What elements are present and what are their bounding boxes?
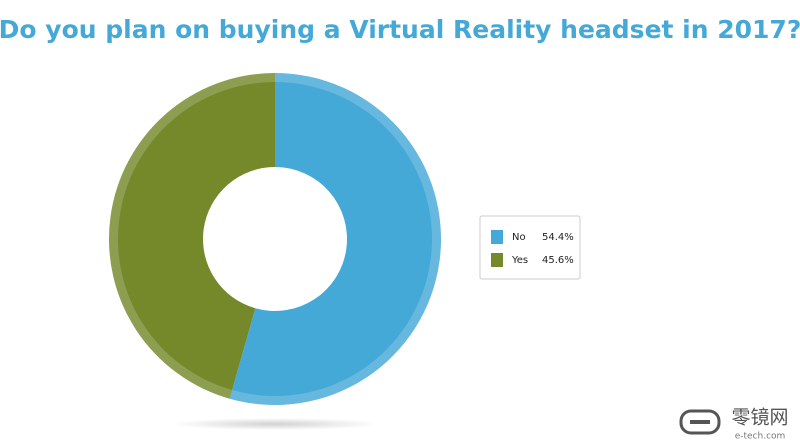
chart-title: Do you plan on buying a Virtual Reality … <box>0 15 800 44</box>
logo <box>690 420 710 424</box>
donut-slice <box>109 73 275 399</box>
legend-value: 54.4% <box>542 232 574 243</box>
legend-label: Yes <box>511 255 528 266</box>
watermark: 零镜网 e-tech.com <box>679 407 789 442</box>
logo <box>679 409 721 435</box>
watermark-site: e-tech.com <box>735 432 786 442</box>
legend-swatch <box>491 230 503 244</box>
donut-slice <box>229 73 442 406</box>
legend-box <box>479 215 581 280</box>
legend-label: No <box>512 232 526 243</box>
shadow <box>170 418 380 430</box>
legend-swatch <box>491 253 503 267</box>
legend-value: 45.6% <box>542 255 574 266</box>
watermark-name: 零镜网 <box>731 407 788 429</box>
